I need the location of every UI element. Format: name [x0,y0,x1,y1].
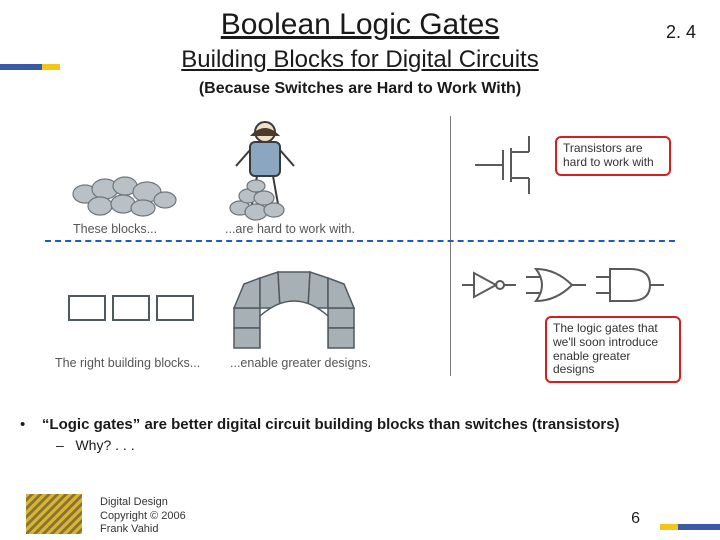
page-title: Boolean Logic Gates [0,8,720,42]
caption-enable: ...enable greater designs. [230,356,371,370]
corner-logo-icon [26,494,82,534]
bullet-1: • “Logic gates” are better digital circu… [20,416,700,433]
section-number: 2. 4 [666,22,696,43]
footer-credits: Digital Design Copyright © 2006 Frank Va… [100,496,186,536]
horizontal-dash [45,240,675,242]
footer-line1: Digital Design [100,496,186,509]
bricks-icon [65,266,195,346]
subtitle-paren: (Because Switches are Hard to Work With) [0,80,720,98]
caption-hard-to-work: ...are hard to work with. [225,222,355,236]
caption-right-blocks: The right building blocks... [55,356,200,370]
page-number: 6 [631,510,640,528]
caption-these-blocks: These blocks... [73,222,157,236]
page-subtitle: Building Blocks for Digital Circuits [0,46,720,74]
bullet-1-sub: – Why? . . . [56,437,700,453]
analogy-diagram: These blocks... ...are hard to work with… [45,116,675,376]
transistor-icon [465,130,545,200]
vertical-divider [450,116,451,376]
callout-gates: The logic gates that we'll soon introduc… [545,316,681,383]
footer-line2: Copyright © 2006 [100,510,186,523]
rough-stones-icon [65,134,195,224]
bottom-accent-stripe [660,524,720,530]
top-accent-stripe [0,64,60,70]
bullet-list: • “Logic gates” are better digital circu… [20,416,700,453]
callout-transistors: Transistors are hard to work with [555,136,671,176]
footer-line3: Frank Vahid [100,523,186,536]
person-with-rocks-icon [210,116,330,226]
arch-icon [220,256,370,356]
